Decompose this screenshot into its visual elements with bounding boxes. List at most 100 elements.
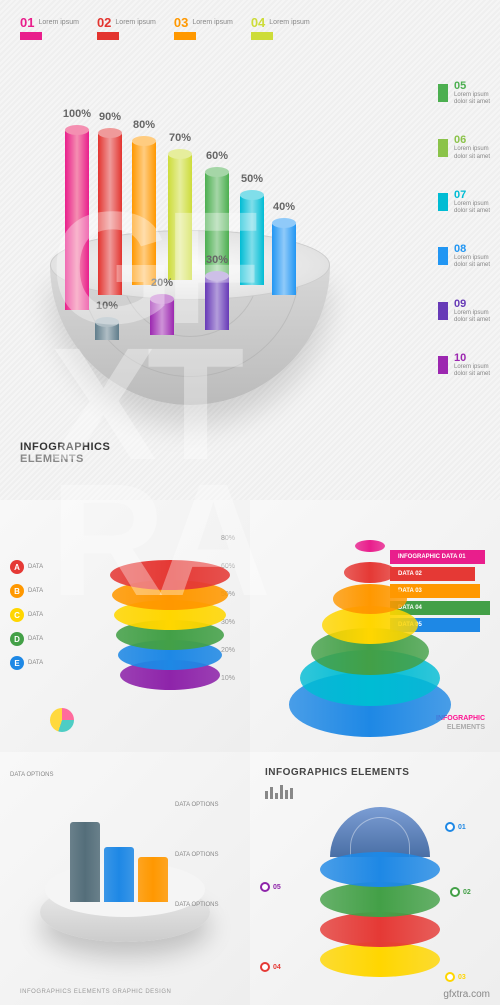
callout-text: DATA OPTIONS: [10, 772, 53, 778]
pie-bar: [70, 822, 100, 902]
legend-swatch: [97, 32, 119, 40]
letter-badge: E: [10, 656, 24, 670]
site-url: gfxtra.com: [443, 989, 490, 1000]
legend-num: 02: [97, 15, 111, 30]
legend-swatch: [20, 32, 42, 40]
legend-swatch: [438, 84, 448, 102]
legend-text-2: dolor sit amet: [454, 154, 490, 161]
pie-bars: [70, 812, 180, 902]
callout-dot: [260, 882, 270, 892]
layered-sphere: [110, 560, 230, 680]
mini-pie-icon: [50, 708, 74, 732]
legend-num: 06: [454, 134, 490, 146]
legend-num: 04: [251, 15, 265, 30]
cone-layer: [333, 584, 407, 614]
label-text: DATA: [28, 612, 43, 618]
percent-label: 80%: [221, 535, 235, 542]
legend-text-2: dolor sit amet: [454, 208, 490, 215]
legend-text: Lorem ipsum: [192, 19, 232, 26]
hemisphere-chart: 100% 90% 80% 70% 60% 50% 4: [25, 75, 355, 455]
bar-label: 20%: [151, 277, 173, 289]
mini-bar: [285, 790, 288, 799]
title-line-1: INFOGRAPHICS: [20, 441, 110, 453]
legend-swatch: [438, 139, 448, 157]
bar-label: 50%: [241, 173, 263, 185]
callout-01: 01: [445, 822, 466, 832]
legend-text: Lorem ipsum: [454, 310, 490, 317]
legend-text: Lorem ipsum: [454, 201, 490, 208]
sphere-labels: A DATA B DATA C DATA D DATA E DATA: [10, 560, 43, 680]
bar-label: 60%: [206, 150, 228, 162]
layered-dome-panel: INFOGRAPHICS ELEMENTS 01 02 03 04 05: [250, 752, 500, 1005]
percent-label: 20%: [221, 647, 235, 654]
callout-dot: [260, 962, 270, 972]
ribbon-item: DATA 02: [390, 567, 475, 581]
legend-item-07: 07 Lorem ipsum dolor sit amet: [438, 189, 490, 215]
legend-text: Lorem ipsum: [454, 92, 490, 99]
legend-item-01: 01 Lorem ipsum: [20, 15, 79, 40]
legend-text-2: dolor sit amet: [454, 371, 490, 378]
label-C: C DATA: [10, 608, 43, 622]
percent-label: 10%: [221, 675, 235, 682]
legend-swatch: [438, 356, 448, 374]
dome-title: INFOGRAPHICS ELEMENTS: [265, 767, 409, 778]
bar-chart-bars: 100% 90% 80% 70% 60% 50% 4: [50, 60, 330, 280]
label-text: DATA: [28, 588, 43, 594]
mini-bar: [280, 785, 283, 799]
spiral-cone-panel: INFOGRAPHIC DATA 01DATA 02DATA 03DATA 04…: [250, 500, 500, 752]
label-text: DATA: [28, 660, 43, 666]
legend-item-05: 05 Lorem ipsum dolor sit amet: [438, 80, 490, 106]
cone-title-2: ELEMENTS: [436, 723, 485, 732]
legend-item-03: 03 Lorem ipsum: [174, 15, 233, 40]
legend-swatch: [438, 247, 448, 265]
legend-text-2: dolor sit amet: [454, 99, 490, 106]
bar-label: 80%: [133, 119, 155, 131]
mini-bar: [265, 791, 268, 799]
legend-swatch: [251, 32, 273, 40]
pie-title: INFOGRAPHICS ELEMENTS GRAPHIC DESIGN: [20, 989, 171, 995]
sphere-ribbon-panel: A DATA B DATA C DATA D DATA E DATA 80%60…: [0, 500, 250, 752]
legend-item-08: 08 Lorem ipsum dolor sit amet: [438, 243, 490, 269]
legend-text: Lorem ipsum: [454, 255, 490, 262]
label-A: A DATA: [10, 560, 43, 574]
letter-badge: D: [10, 632, 24, 646]
callout-text: DATA OPTIONS: [175, 902, 218, 908]
pie-3d-panel: INFOGRAPHICS ELEMENTS GRAPHIC DESIGN DAT…: [0, 752, 250, 1005]
legend-item-04: 04 Lorem ipsum: [251, 15, 310, 40]
pie-3d: [40, 802, 210, 972]
label-D: D DATA: [10, 632, 43, 646]
callout-04: 04: [260, 962, 281, 972]
ribbon-item: INFOGRAPHIC DATA 01: [390, 550, 485, 564]
legend-num: 10: [454, 352, 490, 364]
callout-num: 02: [463, 889, 471, 896]
label-E: E DATA: [10, 656, 43, 670]
legend-item-02: 02 Lorem ipsum: [97, 15, 156, 40]
mini-bar: [290, 788, 293, 799]
callout-05: 05: [260, 882, 281, 892]
callout-text: DATA OPTIONS: [175, 852, 218, 858]
legend-item-09: 09 Lorem ipsum dolor sit amet: [438, 298, 490, 324]
legend-item-06: 06 Lorem ipsum dolor sit amet: [438, 134, 490, 160]
legend-text: Lorem ipsum: [454, 364, 490, 371]
letter-badge: A: [10, 560, 24, 574]
callout-dot: [445, 822, 455, 832]
bar-label: 70%: [169, 132, 191, 144]
legend-num: 03: [174, 15, 188, 30]
callout-text: DATA OPTIONS: [175, 802, 218, 808]
legend-item-10: 10 Lorem ipsum dolor sit amet: [438, 352, 490, 378]
pie-bar: [104, 847, 134, 902]
percent-label: 30%: [221, 619, 235, 626]
callout-dot: [450, 887, 460, 897]
legend-num: 05: [454, 80, 490, 92]
legend-swatch: [174, 32, 196, 40]
legend-text-2: dolor sit amet: [454, 317, 490, 324]
main-infographic-panel: 01 Lorem ipsum 02 Lorem ipsum 03 Lorem i…: [0, 0, 500, 500]
sphere-slice: [110, 560, 230, 590]
right-legend: 05 Lorem ipsum dolor sit amet 06 Lorem i…: [438, 80, 490, 378]
bar-label: 90%: [99, 111, 121, 123]
bar-label: 40%: [273, 201, 295, 213]
callout-dot: [445, 972, 455, 982]
label-B: B DATA: [10, 584, 43, 598]
legend-text: Lorem ipsum: [454, 146, 490, 153]
main-title: INFOGRAPHICS ELEMENTS: [20, 441, 110, 465]
